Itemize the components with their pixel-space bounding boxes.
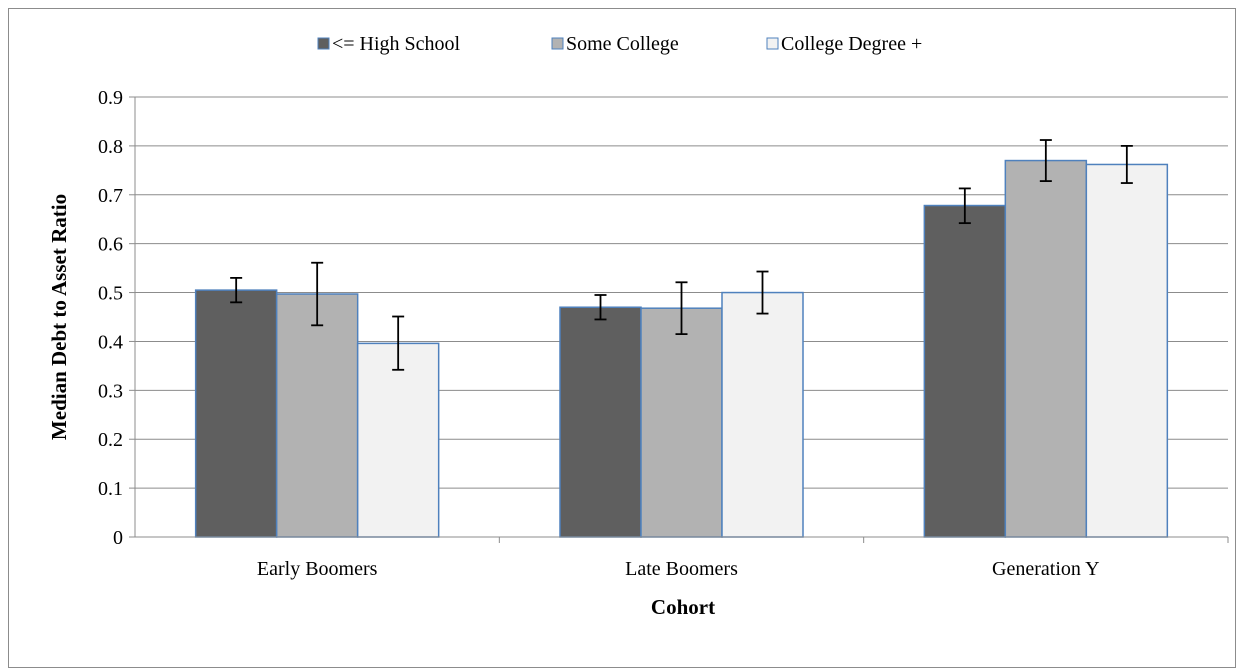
axes (129, 96, 1229, 543)
x-tick-label: Early Boomers (257, 558, 378, 580)
x-tick-label: Late Boomers (625, 558, 738, 580)
legend-item: College Degree + (766, 33, 922, 55)
bar (275, 293, 359, 538)
x-tick-label: Generation Y (992, 558, 1100, 580)
y-tick-label: 0.4 (98, 331, 123, 353)
legend-swatch (317, 37, 330, 50)
y-tick-label: 0.3 (98, 380, 123, 402)
bar (194, 289, 278, 538)
legend-swatch (766, 37, 779, 50)
y-tick-label: 0.2 (98, 429, 123, 451)
y-tick-labels: 0 0.1 0.2 0.3 0.4 0.5 0.6 0.7 0.8 0.9 (98, 87, 123, 549)
y-tick-label: 0.8 (98, 136, 123, 158)
legend: <= High School Some College College Degree… (317, 33, 922, 55)
legend-item: Some College (551, 33, 679, 55)
bar (640, 307, 723, 538)
y-axis-label: Median Debt to Asset Ratio (47, 194, 71, 440)
legend-label: College Degree + (781, 33, 922, 55)
bar (1085, 163, 1169, 538)
y-tick-label: 0.9 (98, 87, 123, 109)
legend-label: <= High School (332, 33, 461, 55)
legend-swatch (551, 37, 564, 50)
legend-item: <= High School (317, 33, 461, 55)
bar (559, 306, 642, 538)
y-tick-label: 0.5 (98, 283, 123, 305)
bar (923, 204, 1007, 538)
y-tick-label: 0.7 (98, 185, 123, 207)
y-tick-label: 0 (113, 527, 123, 549)
bar (721, 291, 804, 538)
error-bars (230, 139, 1133, 371)
x-tick-labels: Early Boomers Late Boomers Generation Y (257, 558, 1100, 580)
bar (1004, 159, 1088, 538)
y-tick-label: 0.6 (98, 234, 123, 256)
bars (194, 159, 1169, 538)
x-axis-label: Cohort (651, 595, 715, 619)
legend-label: Some College (566, 33, 679, 55)
y-tick-label: 0.1 (98, 478, 123, 500)
bar-chart: 0 0.1 0.2 0.3 0.4 0.5 0.6 0.7 0.8 0.9 Early Boome… (47, 33, 1229, 619)
bar (356, 342, 440, 538)
